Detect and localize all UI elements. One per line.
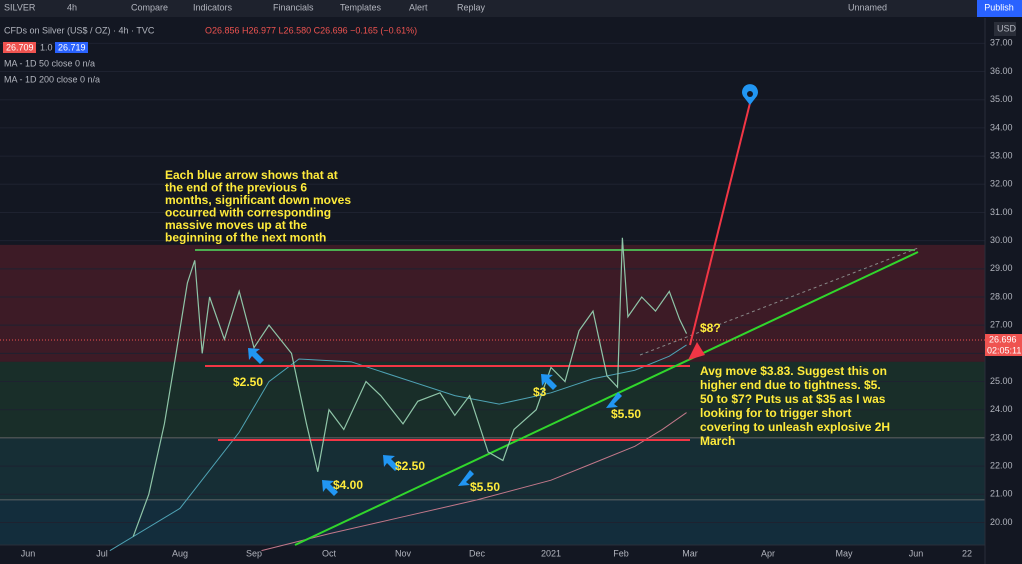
toolbar: SILVER 4h Compare Indicators Financials …: [0, 0, 1022, 17]
move-label: $8?: [700, 321, 721, 335]
target-pin-dot: [747, 91, 753, 97]
y-tick-label: 32.00: [990, 179, 1013, 189]
price-line: [132, 237, 688, 537]
templates[interactable]: Templates: [340, 2, 382, 12]
x-tick-label: Oct: [322, 548, 337, 558]
annotation: beginning of the next month: [165, 231, 326, 245]
currency-box: [994, 22, 1016, 36]
ask: 26.719: [58, 42, 86, 52]
x-tick-label: Jul: [96, 548, 108, 558]
spread: 1.0: [40, 42, 53, 52]
blue-arrow: [541, 374, 557, 390]
y-tick-label: 21.00: [990, 489, 1013, 499]
currency: USD: [997, 23, 1017, 33]
note: covering to unleash explosive 2H: [700, 420, 890, 434]
interval[interactable]: 4h: [67, 2, 77, 12]
last-price-box: [985, 334, 1022, 346]
ma200-label: MA - 1D 200 close 0 n/a: [4, 74, 100, 84]
financials[interactable]: Financials: [273, 2, 314, 12]
annotation: the end of the previous 6: [165, 181, 307, 195]
zone: [0, 437, 985, 500]
y-tick-label: 22.00: [990, 460, 1013, 470]
x-tick-label: 2021: [541, 548, 561, 558]
replay[interactable]: Replay: [457, 2, 486, 12]
ask-box: [55, 42, 88, 53]
move-label: $5.50: [470, 480, 500, 494]
y-tick-label: 20.00: [990, 517, 1013, 527]
publish[interactable]: Publish: [984, 2, 1014, 12]
y-tick-label: 36.00: [990, 66, 1013, 76]
bid-box: [3, 42, 36, 53]
note: higher end due to tightness. $5.: [700, 378, 881, 392]
trendline-dash: [639, 247, 919, 356]
note: 50 to $7? Puts us at $35 as I was: [700, 392, 886, 406]
x-tick-label: Feb: [613, 548, 629, 558]
annotation: Each blue arrow shows that at: [165, 168, 338, 182]
trendline: [294, 251, 919, 546]
x-tick-label: Apr: [761, 548, 775, 558]
y-tick-label: 33.00: [990, 150, 1013, 160]
blue-arrow: [383, 455, 399, 471]
last-price: 26.696: [989, 334, 1017, 344]
ma50-label: MA - 1D 50 close 0 n/a: [4, 58, 95, 68]
x-tick-label: Nov: [395, 548, 412, 558]
blue-arrow: [458, 470, 474, 486]
zone: [0, 244, 985, 362]
y-tick-label: 23.00: [990, 432, 1013, 442]
x-tick-label: May: [835, 548, 853, 558]
compare[interactable]: Compare: [131, 2, 168, 12]
x-tick-label: Aug: [172, 548, 188, 558]
x-tick-label: Mar: [682, 548, 698, 558]
y-tick-label: 25.00: [990, 376, 1013, 386]
note: looking for to trigger short: [700, 406, 851, 420]
y-tick-label: 37.00: [990, 38, 1013, 48]
x-tick-label: Sep: [246, 548, 262, 558]
countdown: 02:05:11: [987, 345, 1021, 355]
legend: CFDs on Silver (US$ / OZ) · 4h · TVC O26…: [3, 25, 417, 84]
y-tick-label: 28.00: [990, 291, 1013, 301]
ma200-line: [261, 412, 687, 552]
annotation: occurred with corresponding: [165, 206, 331, 220]
note: Avg move $3.83. Suggest this on: [700, 364, 887, 378]
publish-btn[interactable]: [977, 0, 1022, 17]
y-tick-label: 34.00: [990, 122, 1013, 132]
layout-name[interactable]: Unnamed: [848, 2, 887, 12]
indicators[interactable]: Indicators: [193, 2, 233, 12]
y-tick-label: 29.00: [990, 263, 1013, 273]
annotation: massive moves up at the: [165, 218, 307, 232]
x-tick-label: Jun: [909, 548, 924, 558]
target-arrow: [689, 102, 751, 346]
y-tick-label: 35.00: [990, 94, 1013, 104]
ohlc: O26.856 H26.977 L26.580 C26.696 −0.165 (…: [205, 25, 417, 35]
symbol[interactable]: SILVER: [4, 2, 36, 12]
blue-arrow: [322, 480, 338, 496]
move-label: $4.00: [333, 478, 363, 492]
note: March: [700, 434, 735, 448]
y-tick-label: 24.00: [990, 404, 1013, 414]
move-label: $3: [533, 385, 547, 399]
blue-arrow: [606, 392, 622, 408]
move-label: $5.50: [611, 407, 641, 421]
ma50-line: [109, 344, 687, 552]
y-tick-label: 30.00: [990, 235, 1013, 245]
legend-title: CFDs on Silver (US$ / OZ) · 4h · TVC: [4, 25, 155, 35]
alert[interactable]: Alert: [409, 2, 428, 12]
annotation: months, significant down moves: [165, 193, 351, 207]
target-head: [688, 342, 705, 360]
move-label: $2.50: [395, 459, 425, 473]
toolbar-bg: [0, 0, 1022, 17]
plot: 20.0021.0022.0023.0024.0025.0026.0027.00…: [0, 18, 1022, 564]
move-label: $2.50: [233, 375, 263, 389]
countdown-box: [985, 345, 1022, 356]
x-tick-label: Jun: [21, 548, 36, 558]
x-tick-label: Dec: [469, 548, 486, 558]
bid: 26.709: [6, 42, 34, 52]
y-tick-label: 27.00: [990, 320, 1013, 330]
x-tick-label: 22: [962, 548, 972, 558]
y-tick-label: 31.00: [990, 207, 1013, 217]
blue-arrow: [248, 348, 264, 364]
